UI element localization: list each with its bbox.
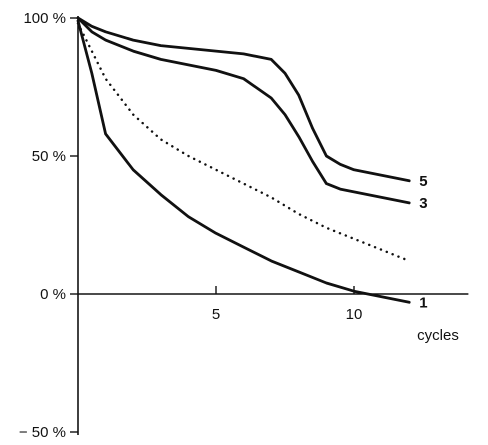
- axes: [77, 16, 469, 435]
- series-labels: 5 3 1: [419, 173, 427, 311]
- series-label-5: 5: [419, 173, 427, 190]
- y-tick-label-minus-50: − 50 %: [19, 424, 66, 441]
- y-tick-label-0: 0 %: [40, 286, 66, 303]
- series-label-1: 1: [419, 294, 427, 311]
- y-ticks: 100 % 50 % 0 % − 50 %: [19, 10, 78, 441]
- series-group: [76, 16, 411, 304]
- series-line-3: [76, 16, 411, 205]
- x-tick-label-10: 10: [346, 306, 363, 323]
- y-tick-label-50: 50 %: [32, 148, 66, 165]
- series-label-3: 3: [419, 195, 427, 212]
- x-axis-label: cycles: [417, 327, 459, 344]
- x-tick-label-5: 5: [212, 306, 220, 323]
- y-tick-label-100: 100 %: [23, 10, 66, 27]
- series-line-5: [76, 16, 411, 183]
- x-ticks: 5 10: [212, 286, 363, 323]
- series-line-1: [76, 19, 411, 304]
- series-line-dotted: [76, 22, 411, 263]
